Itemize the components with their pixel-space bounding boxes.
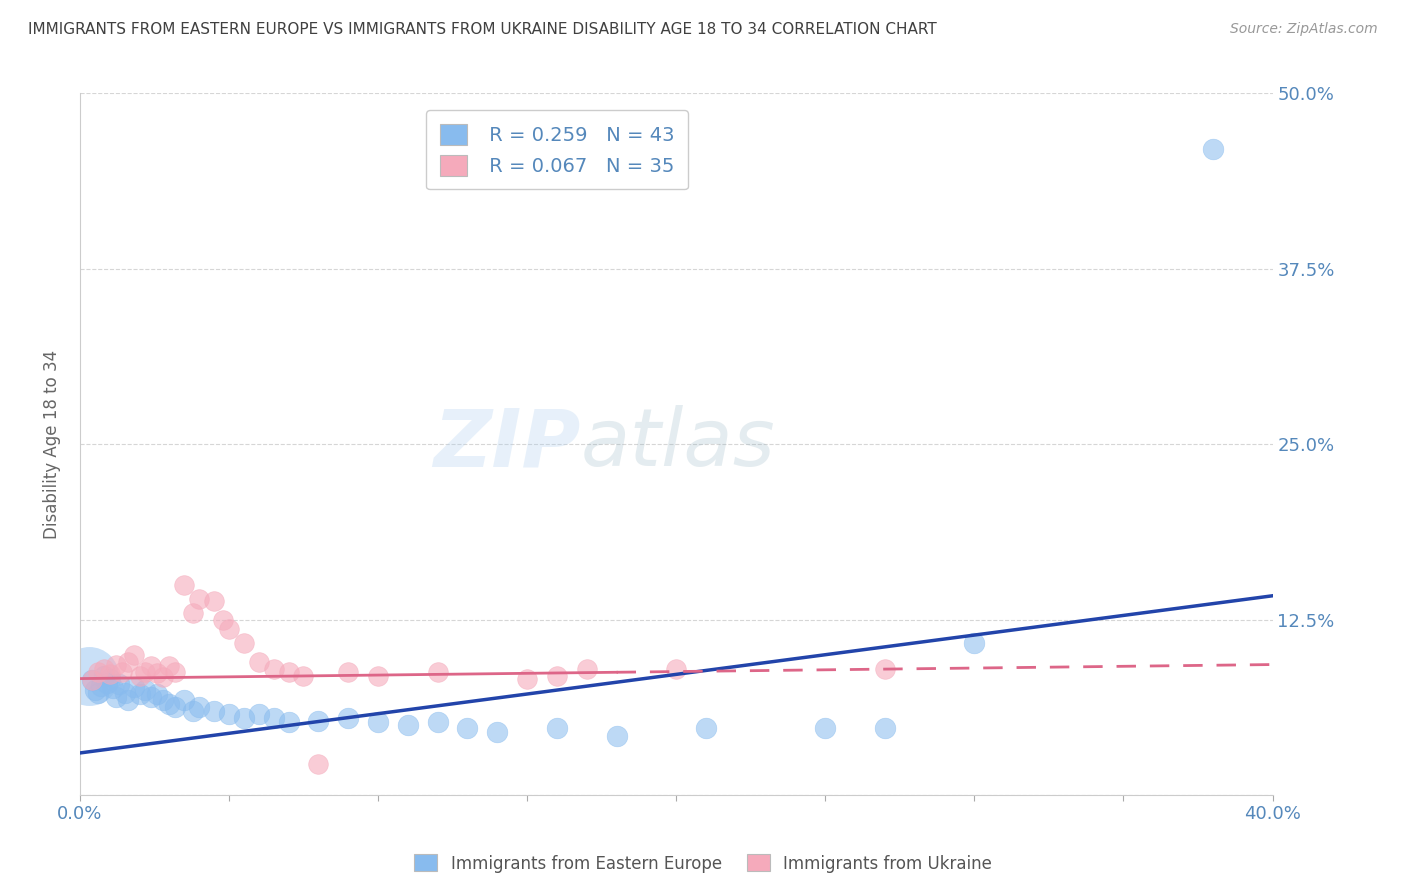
Point — [1202, 143, 1225, 157]
Point — [165, 665, 187, 679]
Point — [173, 577, 195, 591]
Point — [122, 680, 145, 694]
Point — [277, 665, 299, 679]
Point — [546, 669, 568, 683]
Point — [146, 687, 169, 701]
Point — [134, 665, 156, 679]
Point — [152, 692, 174, 706]
Point — [277, 715, 299, 730]
Point — [188, 591, 211, 606]
Point — [80, 673, 103, 687]
Point — [247, 655, 270, 669]
Point — [575, 662, 598, 676]
Point — [93, 669, 115, 683]
Point — [101, 681, 124, 696]
Point — [263, 662, 285, 676]
Point — [516, 672, 538, 686]
Point — [188, 699, 211, 714]
Point — [426, 665, 449, 679]
Point — [173, 692, 195, 706]
Point — [232, 711, 254, 725]
Point — [93, 662, 115, 676]
Text: atlas: atlas — [581, 405, 776, 483]
Point — [90, 679, 112, 693]
Point — [181, 704, 204, 718]
Point — [337, 665, 360, 679]
Point — [117, 655, 139, 669]
Point — [157, 659, 180, 673]
Point — [202, 704, 225, 718]
Point — [307, 714, 329, 728]
Point — [165, 699, 187, 714]
Point — [128, 669, 150, 683]
Point — [337, 711, 360, 725]
Point — [202, 594, 225, 608]
Point — [873, 662, 896, 676]
Text: Source: ZipAtlas.com: Source: ZipAtlas.com — [1230, 22, 1378, 37]
Point — [263, 711, 285, 725]
Point — [134, 682, 156, 697]
Point — [212, 613, 235, 627]
Point — [307, 757, 329, 772]
Point — [873, 721, 896, 735]
Legend:  R = 0.259   N = 43,  R = 0.067   N = 35: R = 0.259 N = 43, R = 0.067 N = 35 — [426, 110, 688, 189]
Point — [87, 665, 110, 679]
Point — [83, 682, 105, 697]
Point — [396, 718, 419, 732]
Point — [963, 636, 986, 650]
Point — [232, 636, 254, 650]
Y-axis label: Disability Age 18 to 34: Disability Age 18 to 34 — [44, 350, 60, 539]
Point — [181, 606, 204, 620]
Point — [104, 690, 127, 704]
Point — [110, 665, 132, 679]
Point — [367, 715, 389, 730]
Point — [98, 667, 121, 681]
Point — [114, 685, 136, 699]
Point — [152, 670, 174, 684]
Point — [117, 692, 139, 706]
Point — [665, 662, 688, 676]
Point — [486, 725, 509, 739]
Point — [98, 672, 121, 686]
Point — [426, 715, 449, 730]
Point — [606, 729, 628, 743]
Point — [107, 677, 129, 691]
Text: IMMIGRANTS FROM EASTERN EUROPE VS IMMIGRANTS FROM UKRAINE DISABILITY AGE 18 TO 3: IMMIGRANTS FROM EASTERN EUROPE VS IMMIGR… — [28, 22, 936, 37]
Point — [104, 657, 127, 672]
Point — [546, 721, 568, 735]
Text: ZIP: ZIP — [433, 405, 581, 483]
Point — [141, 659, 163, 673]
Point — [80, 673, 103, 687]
Legend: Immigrants from Eastern Europe, Immigrants from Ukraine: Immigrants from Eastern Europe, Immigran… — [408, 847, 998, 880]
Point — [122, 648, 145, 662]
Point — [96, 675, 118, 690]
Point — [77, 669, 100, 683]
Point — [146, 665, 169, 680]
Point — [292, 669, 315, 683]
Point — [367, 669, 389, 683]
Point — [141, 690, 163, 704]
Point — [814, 721, 837, 735]
Point — [157, 697, 180, 711]
Point — [218, 623, 240, 637]
Point — [456, 721, 478, 735]
Point — [87, 685, 110, 699]
Point — [218, 706, 240, 721]
Point — [247, 706, 270, 721]
Point — [128, 687, 150, 701]
Point — [695, 721, 717, 735]
